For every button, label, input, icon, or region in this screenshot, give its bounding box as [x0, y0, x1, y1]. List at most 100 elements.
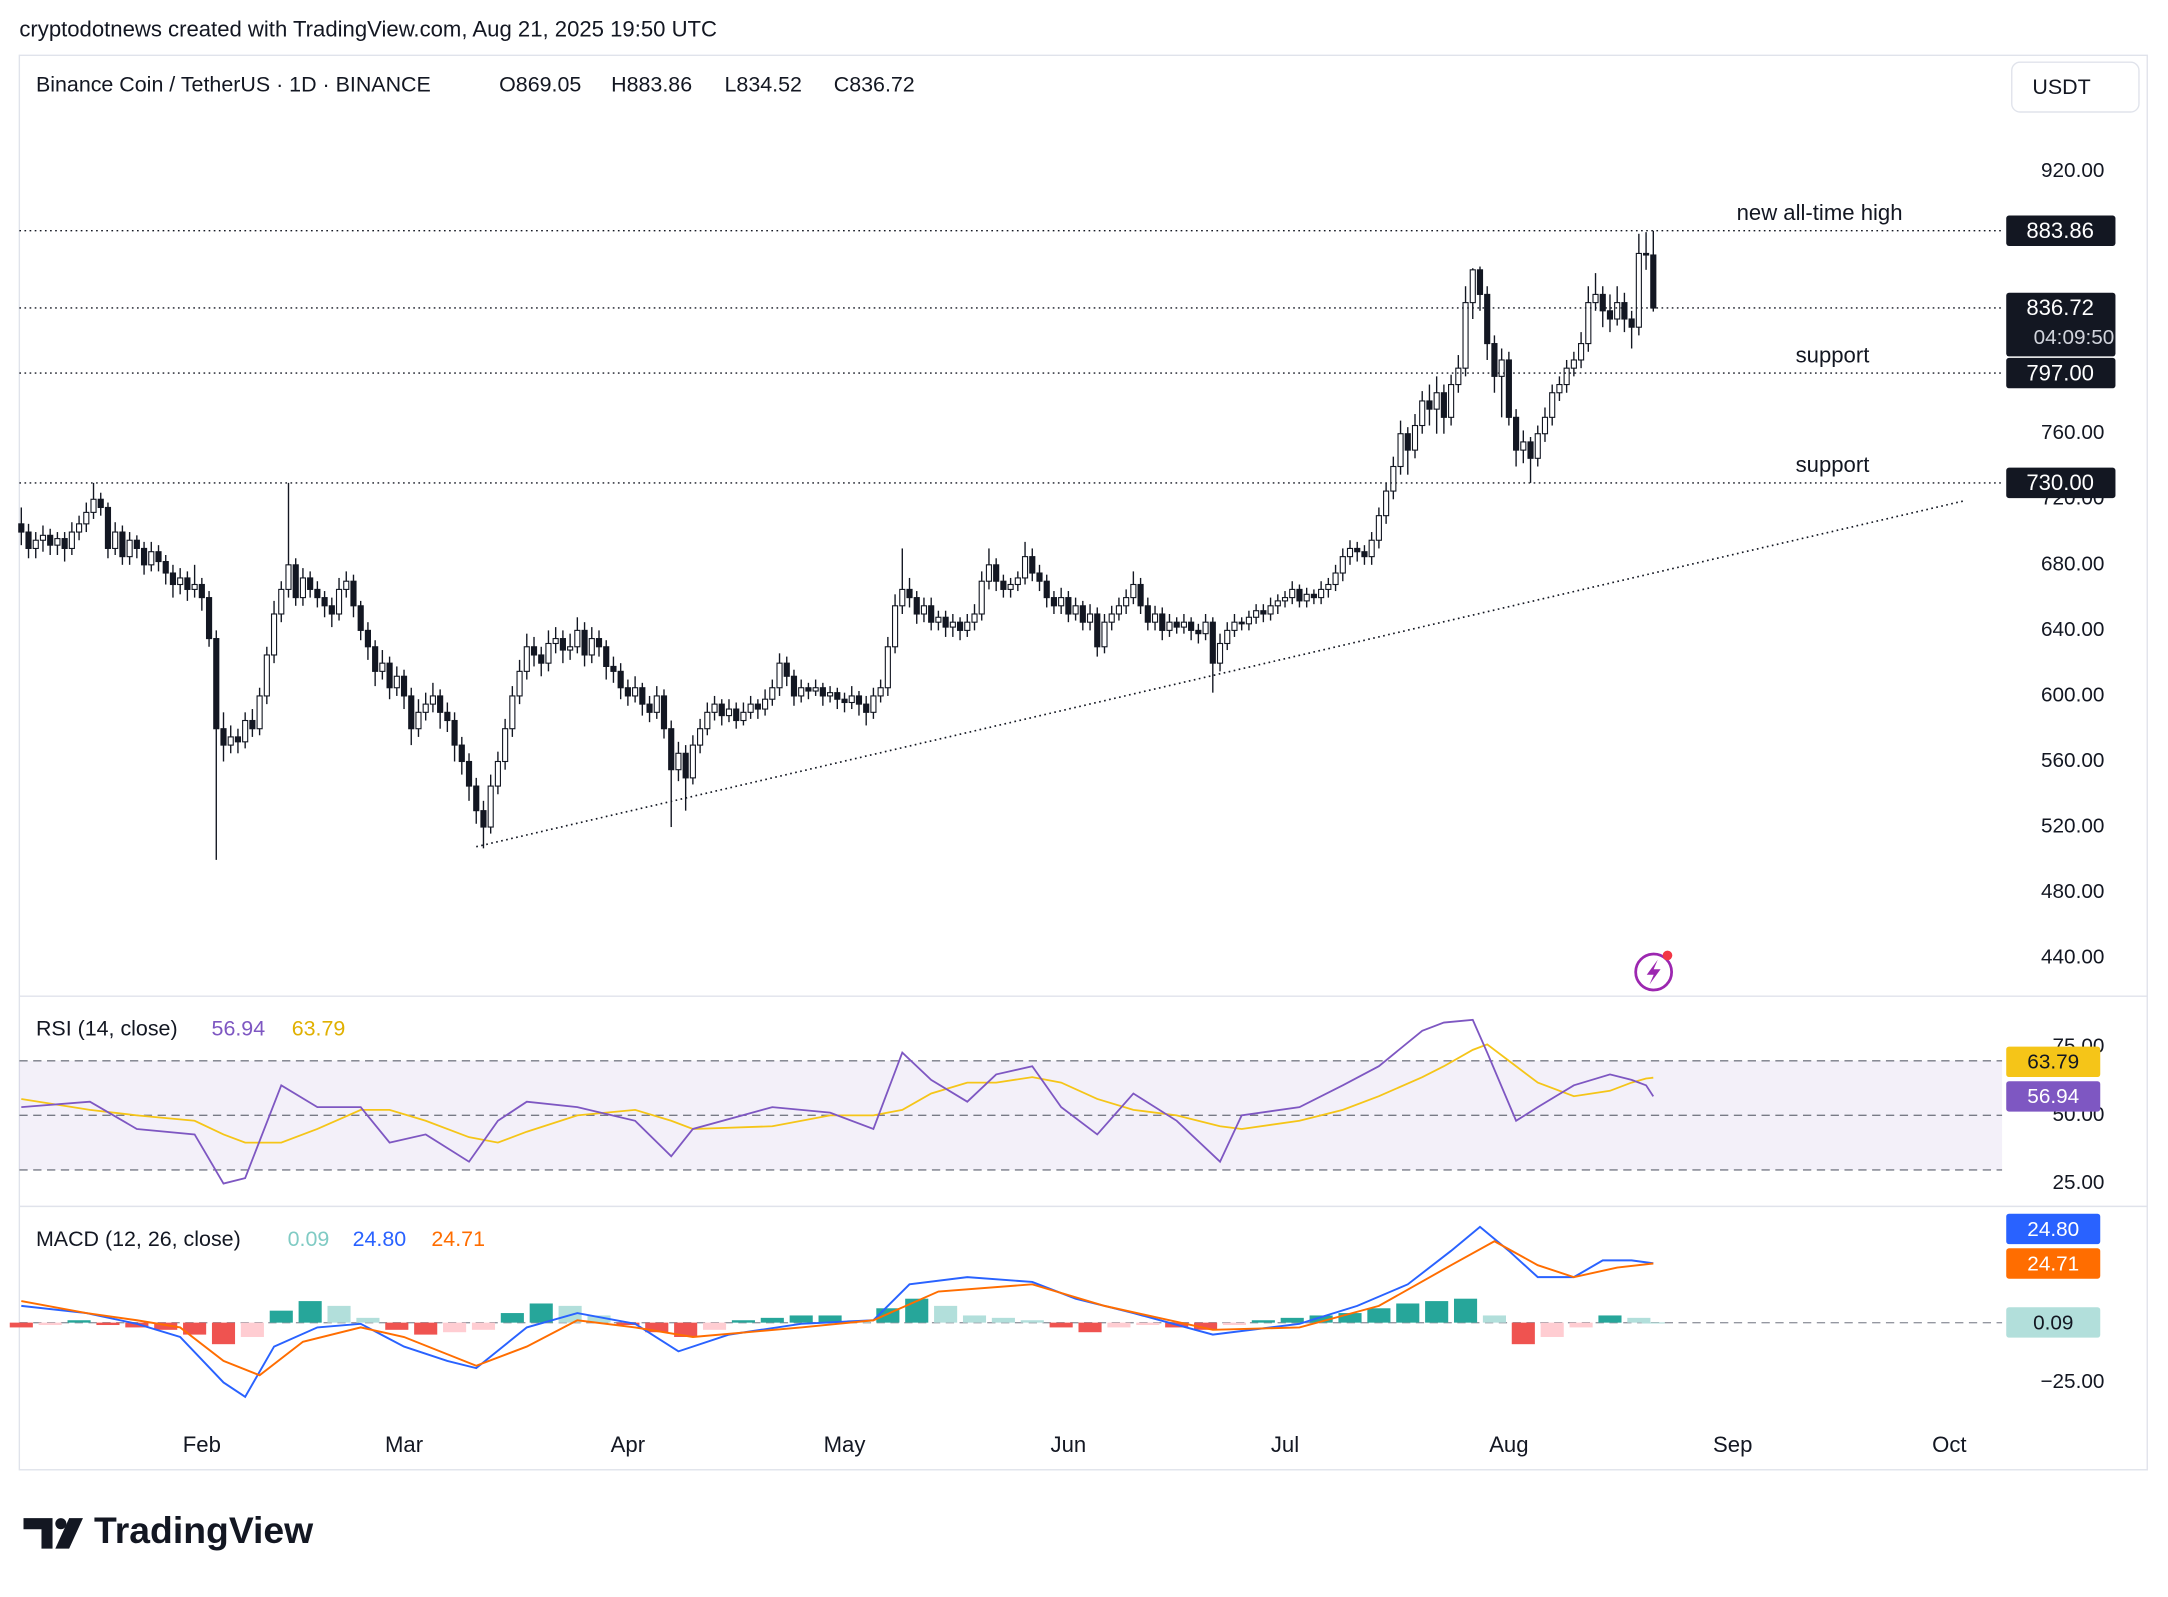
logo-text: TradingView	[94, 1509, 314, 1551]
level-annotation: support	[1796, 342, 1870, 367]
y-tick-label: 520.00	[2041, 815, 2104, 838]
candle-body	[1130, 583, 1137, 599]
candle-body	[581, 629, 588, 656]
candle-body	[1563, 367, 1570, 386]
candle-body	[494, 760, 501, 787]
candle-body	[256, 695, 263, 730]
x-tick-label: May	[824, 1432, 867, 1457]
y-tick-label: 600.00	[2041, 683, 2104, 706]
candle-body	[545, 642, 552, 664]
candle-body	[112, 531, 119, 549]
candle-body	[942, 616, 949, 628]
candle-body	[762, 698, 769, 710]
currency-button[interactable]	[2011, 61, 2140, 113]
candle-body	[97, 498, 104, 509]
candle-body	[487, 785, 494, 828]
logo-mark	[55, 1518, 67, 1530]
histogram-bar	[962, 1315, 987, 1323]
histogram-bar	[1020, 1320, 1044, 1323]
trendline	[476, 500, 1964, 848]
candle-body	[39, 534, 47, 541]
alert-icon[interactable]	[1634, 950, 1674, 992]
x-tick-label: Jun	[1051, 1432, 1087, 1457]
price-tag	[2006, 1213, 2101, 1245]
price-tag	[2006, 467, 2116, 499]
candle-body	[1505, 359, 1512, 418]
histogram-bar	[125, 1322, 149, 1328]
candle-body	[1245, 616, 1252, 625]
candle-body	[220, 728, 227, 746]
candle-body	[675, 752, 682, 771]
histogram-bar	[1511, 1322, 1535, 1345]
histogram-bar	[67, 1320, 91, 1323]
candle-body	[523, 646, 530, 672]
histogram-bar	[702, 1322, 727, 1330]
alert-bolt[interactable]	[1646, 959, 1661, 985]
candle-body	[913, 597, 920, 615]
candle-body	[1484, 293, 1491, 345]
alert-ring[interactable]	[1634, 952, 1674, 992]
candle-body	[610, 665, 617, 672]
candle-body	[444, 711, 451, 722]
candle-body	[1368, 539, 1375, 558]
candle-body	[834, 692, 841, 700]
candle-body	[559, 638, 566, 651]
macd-line	[21, 1240, 1654, 1377]
candle-body	[364, 629, 372, 648]
candle-body	[1541, 416, 1549, 435]
candle-body	[595, 638, 603, 648]
x-tick-label: Mar	[385, 1432, 423, 1457]
candle-body	[234, 736, 242, 743]
candle-body	[372, 646, 379, 672]
histogram-bar	[587, 1315, 611, 1323]
candle-body	[328, 605, 335, 615]
logo-mark	[23, 1518, 53, 1549]
histogram-bar	[211, 1322, 236, 1345]
candle-body	[1361, 551, 1368, 558]
candle-body	[567, 646, 574, 651]
histogram-bar	[269, 1310, 293, 1323]
histogram-bar	[298, 1301, 322, 1323]
candle-body	[509, 695, 516, 730]
candle-body	[119, 531, 126, 558]
price-tag-label: 24.80	[2027, 1218, 2079, 1241]
candle-body	[263, 654, 270, 697]
candle-body	[1151, 613, 1159, 623]
candle-body	[516, 670, 523, 697]
histogram-bar	[1540, 1322, 1564, 1337]
rsi-line	[21, 1043, 1654, 1144]
candle-body	[1578, 343, 1585, 361]
candle-body	[1274, 600, 1281, 607]
histogram-bar	[934, 1305, 958, 1323]
candle-body	[502, 728, 509, 763]
price-tag-label: 797.00	[2026, 360, 2094, 385]
price-tag-label: 730.00	[2026, 470, 2094, 495]
histogram-bar	[154, 1322, 178, 1330]
alert-dot[interactable]	[1662, 950, 1673, 961]
price-tag	[2006, 292, 2116, 357]
candle-body	[1520, 441, 1527, 451]
candle-body	[1614, 302, 1621, 320]
ohlc-open: O869.05	[499, 72, 581, 96]
candle-body	[1375, 515, 1382, 541]
histogram-bar	[38, 1322, 62, 1326]
candle-body	[1606, 310, 1614, 320]
candle-body	[1289, 588, 1296, 599]
candle-body	[1195, 629, 1202, 635]
candle-body	[1137, 583, 1144, 607]
histogram-bar	[674, 1322, 698, 1337]
candle-body	[603, 646, 610, 667]
currency-label[interactable]: USDT	[2032, 75, 2090, 99]
histogram-bar	[96, 1322, 120, 1326]
candle-body	[639, 687, 646, 705]
candle-body	[863, 703, 870, 713]
candle-body	[68, 531, 75, 549]
candle-body	[725, 708, 733, 717]
candle-body	[278, 588, 285, 615]
candle-body	[1029, 556, 1036, 574]
candle-body	[1469, 269, 1476, 304]
candle-body	[1101, 621, 1108, 648]
candle-body	[1079, 605, 1086, 623]
candle-body	[1094, 613, 1101, 648]
rsi-ma-value: 63.79	[292, 1017, 346, 1041]
